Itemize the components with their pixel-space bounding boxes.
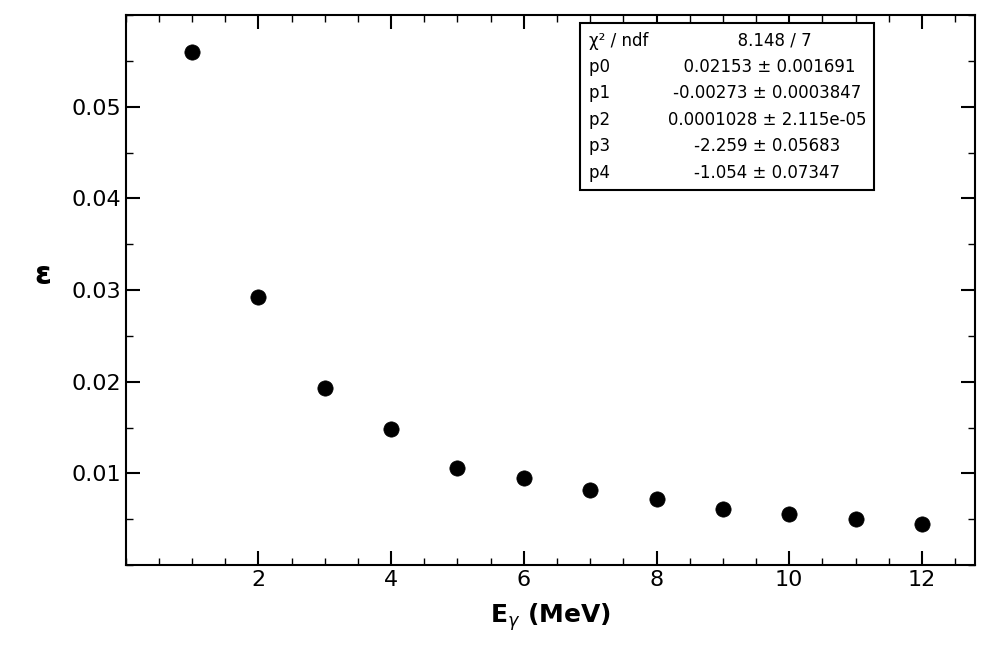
Text: χ² / ndf                 8.148 / 7
p0              0.02153 ± 0.001691
p1        : χ² / ndf 8.148 / 7 p0 0.02153 ± 0.001691…	[589, 32, 866, 182]
X-axis label: E$_{\gamma}$ (MeV): E$_{\gamma}$ (MeV)	[490, 601, 611, 633]
Y-axis label: ε: ε	[35, 261, 51, 290]
